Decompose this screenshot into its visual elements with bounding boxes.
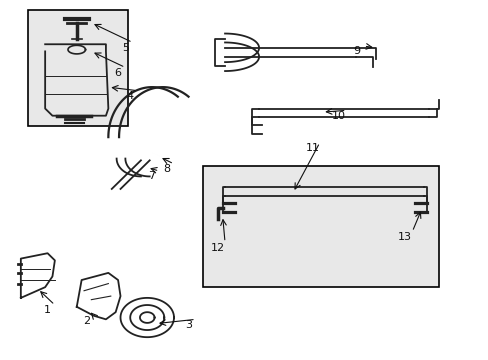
Text: 13: 13 bbox=[397, 232, 411, 242]
Text: 12: 12 bbox=[210, 243, 224, 253]
Text: 3: 3 bbox=[184, 320, 192, 330]
Bar bbox=[203, 166, 438, 287]
Text: 8: 8 bbox=[163, 164, 170, 174]
Text: 1: 1 bbox=[44, 305, 51, 315]
Text: 4: 4 bbox=[126, 91, 134, 101]
Text: 11: 11 bbox=[305, 143, 319, 153]
Bar bbox=[28, 10, 127, 126]
Text: 6: 6 bbox=[114, 68, 122, 78]
Text: 9: 9 bbox=[352, 46, 359, 57]
Text: 2: 2 bbox=[83, 316, 90, 326]
Text: 5: 5 bbox=[122, 43, 129, 53]
Text: 10: 10 bbox=[332, 111, 346, 121]
Text: 7: 7 bbox=[148, 171, 155, 181]
